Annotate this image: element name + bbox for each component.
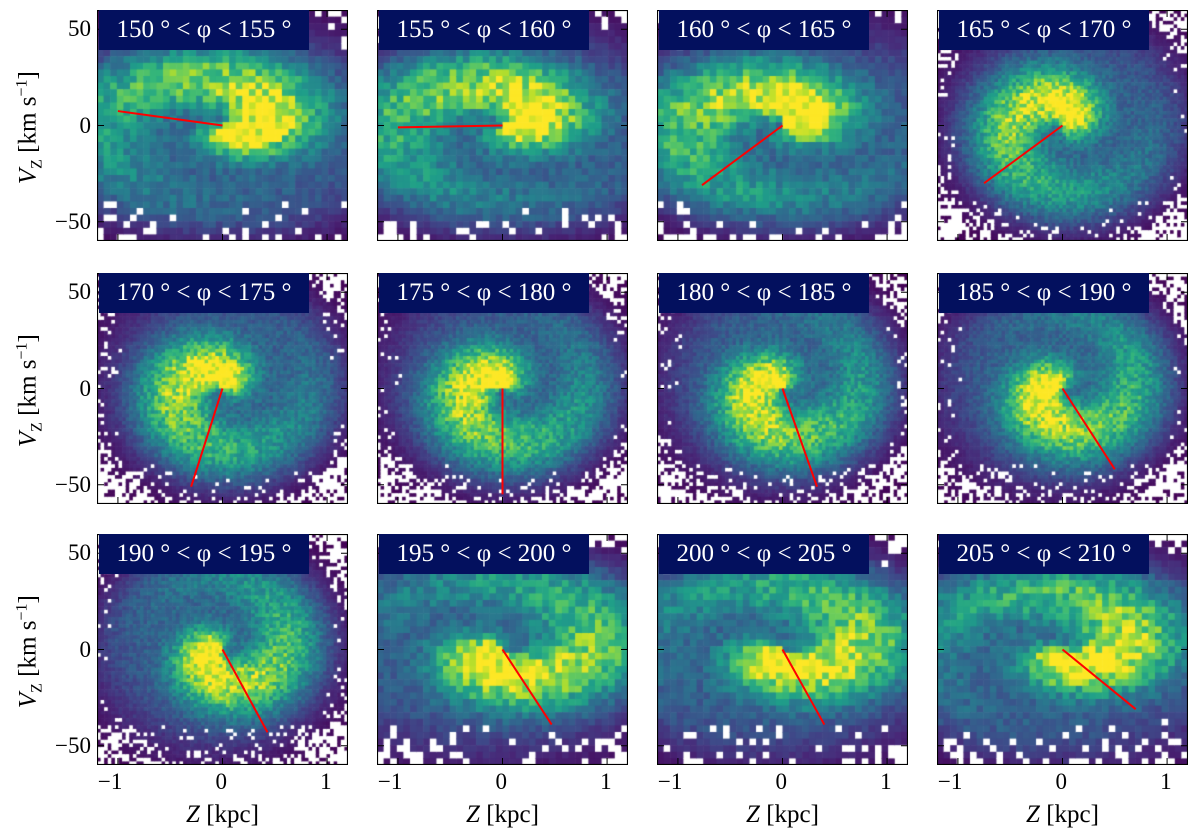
xlabel-var: Z [746,801,760,828]
ylabel-close: ] [14,70,42,80]
x-axis-label: Z [kpc] [97,801,348,829]
phase-angle-line [781,649,826,726]
phase-angle-line [501,648,553,726]
panel-title: 170 ° < φ < 175 ° [99,273,309,313]
x-tick-label: −1 [97,769,123,794]
ylabel-close: ] [14,333,42,343]
y-axis-label: VZ [km s−1] [13,531,46,771]
x-tick-label: 1 [320,769,332,794]
x-axis-label: Z [kpc] [937,801,1188,829]
ylabel-unit: [km s [14,359,42,422]
panel-title: 160 ° < φ < 165 ° [659,10,869,50]
xlabel-unit: [kpc] [759,801,819,828]
y-tick-label: −50 [55,732,91,758]
heatmap-panel: 195 ° < φ < 200 ° [377,534,628,765]
ylabel-var: V [14,692,42,708]
xlabel-unit: [kpc] [1039,801,1099,828]
y-tick-label: 0 [79,636,92,662]
y-tick-label: 50 [68,540,91,566]
ylabel-exp: −1 [13,342,31,360]
ylabel-unit: [km s [14,96,42,159]
phase-angle-line [701,124,784,186]
y-tick-label: −50 [55,208,91,234]
x-axis-label: Z [kpc] [377,801,628,829]
x-tick-label: 0 [775,769,788,794]
phase-angle-line [1061,387,1116,470]
panel-title: 190 ° < φ < 195 ° [99,534,309,574]
heatmap-panel: 150 ° < φ < 155 ° [97,10,348,241]
heatmap-panel: 185 ° < φ < 190 ° [937,273,1188,504]
xlabel-var: Z [466,801,480,828]
y-axis-label: VZ [km s−1] [13,270,46,510]
heatmap-panel: 170 ° < φ < 175 ° [97,273,348,504]
heatmap-panel: 205 ° < φ < 210 ° [937,534,1188,765]
x-tick-label: 0 [215,769,228,794]
heatmap-panel: 175 ° < φ < 180 ° [377,273,628,504]
phase-angle-line [781,388,818,488]
heatmap-panel: 180 ° < φ < 185 ° [657,273,908,504]
heatmap-panel: 155 ° < φ < 160 ° [377,10,628,241]
x-tick-label: 1 [1160,769,1172,794]
panel-title: 195 ° < φ < 200 ° [379,534,589,574]
panel-title: 180 ° < φ < 185 ° [659,273,869,313]
phase-angle-line [397,124,503,129]
phase-angle-line [190,388,224,487]
xlabel-var: Z [1026,801,1040,828]
phase-angle-line [1061,648,1137,710]
x-tick-label: −1 [657,769,683,794]
y-tick-label: 0 [79,375,92,401]
ylabel-exp: −1 [13,603,31,621]
y-tick-label: 50 [68,16,91,42]
ylabel-close: ] [14,594,42,604]
ylabel-sub: Z [28,682,46,693]
panel-title: 175 ° < φ < 180 ° [379,273,589,313]
ylabel-unit: [km s [14,620,42,683]
x-tick-label: 0 [495,769,508,794]
x-tick-label: 1 [600,769,612,794]
ylabel-sub: Z [28,158,46,169]
heatmap-panel: 160 ° < φ < 165 ° [657,10,908,241]
ylabel-var: V [14,168,42,184]
heatmap-panel: 200 ° < φ < 205 ° [657,534,908,765]
phase-angle-line [117,110,223,127]
heatmap-panel: 165 ° < φ < 170 ° [937,10,1188,241]
y-tick-label: 0 [79,112,92,138]
panel-title: 200 ° < φ < 205 ° [659,534,869,574]
ylabel-sub: Z [28,421,46,432]
x-axis-label: Z [kpc] [657,801,908,829]
y-tick-label: −50 [55,471,91,497]
phase-angle-line [221,649,269,733]
heatmap-panel: 190 ° < φ < 195 ° [97,534,348,765]
phase-angle-line [983,124,1064,185]
panel-title: 165 ° < φ < 170 ° [939,10,1149,50]
ylabel-exp: −1 [13,79,31,97]
y-tick-label: 50 [68,279,91,305]
x-tick-label: −1 [937,769,963,794]
y-axis-label: VZ [km s−1] [13,7,46,247]
x-tick-label: 1 [880,769,892,794]
panel-title: 205 ° < φ < 210 ° [939,534,1149,574]
x-tick-label: −1 [377,769,403,794]
panel-title: 150 ° < φ < 155 ° [99,10,309,50]
xlabel-unit: [kpc] [199,801,259,828]
ylabel-var: V [14,431,42,447]
x-tick-label: 0 [1055,769,1068,794]
panel-title: 185 ° < φ < 190 ° [939,273,1149,313]
xlabel-var: Z [186,801,200,828]
panel-title: 155 ° < φ < 160 ° [379,10,589,50]
xlabel-unit: [kpc] [479,801,539,828]
